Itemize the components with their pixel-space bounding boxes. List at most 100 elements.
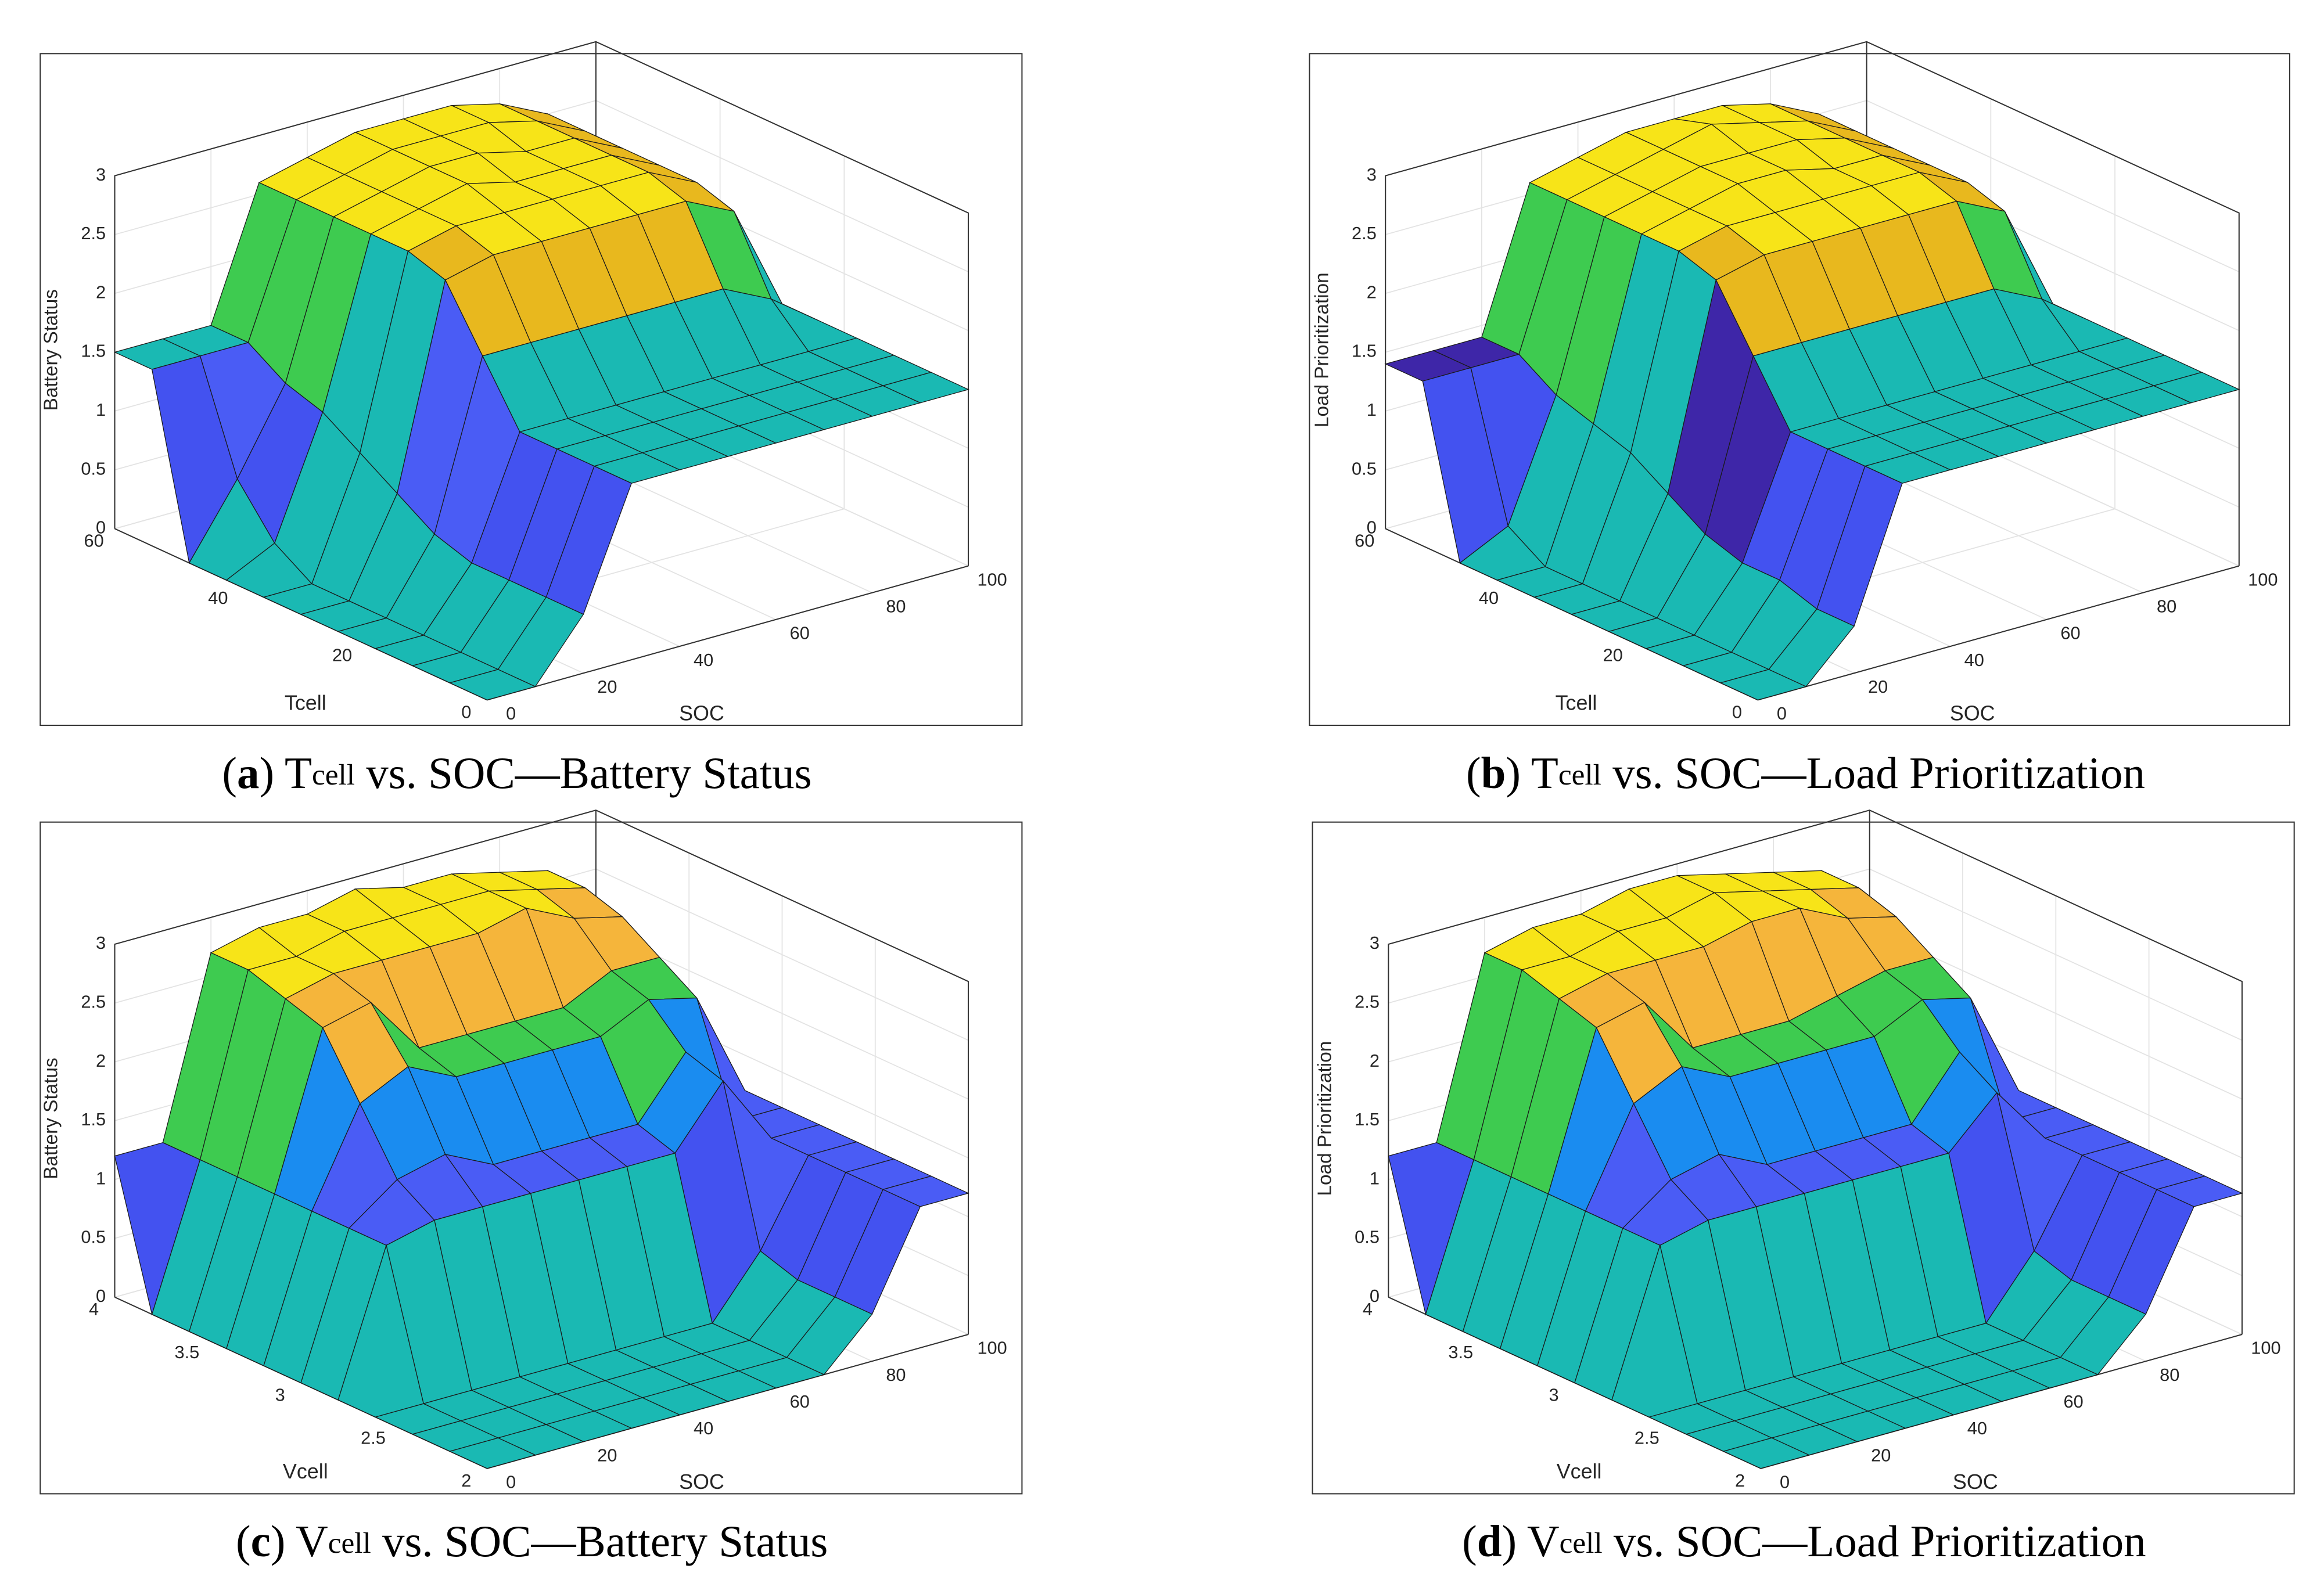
x-tick-label: 80 (886, 596, 906, 617)
x-tick-label: 40 (1964, 650, 1984, 670)
y-axis-label: Vcell (283, 1460, 328, 1483)
x-tick-label: 0 (506, 1472, 516, 1492)
caption-part: d (1477, 1516, 1502, 1566)
x-tick-label: 60 (2063, 1391, 2083, 1412)
caption-part: ( (1462, 1516, 1477, 1566)
caption-part: c (251, 1516, 271, 1566)
x-tick-label: 80 (2157, 596, 2176, 617)
z-tick-label: 1.5 (1355, 1109, 1380, 1129)
surface-face (1719, 669, 1808, 701)
z-tick-label: 0 (96, 1286, 106, 1306)
z-axis-label: Load Prioritization (1314, 1041, 1335, 1196)
y-tick-label: 4 (89, 1299, 99, 1319)
caption-part: b (1481, 747, 1506, 797)
caption: (b) Tcell vs. SOC—Load Prioritization (1466, 747, 2145, 797)
caption-part: vs. SOC—Battery Status (371, 1516, 828, 1566)
z-tick-label: 0 (1370, 1286, 1380, 1306)
y-tick-label: 4 (1363, 1299, 1373, 1319)
z-tick-label: 2 (1367, 282, 1377, 302)
z-axis-label: Battery Status (41, 289, 62, 411)
y-axis-label: Tcell (1556, 692, 1597, 715)
x-tick-label: 80 (2160, 1365, 2179, 1385)
caption-part: ) V (1502, 1516, 1560, 1566)
z-tick-label: 2 (1370, 1050, 1380, 1071)
caption-part: ) T (260, 747, 312, 797)
caption-part: ( (222, 747, 237, 797)
x-axis-label: SOC (1953, 1470, 1998, 1494)
x-axis-label: SOC (1950, 702, 1995, 725)
z-tick-label: 0.5 (1352, 458, 1377, 478)
y-axis-label: Tcell (285, 692, 326, 715)
z-tick-label: 1 (1367, 400, 1377, 420)
z-tick-label: 3 (96, 933, 106, 953)
y-tick-label: 2 (461, 1470, 471, 1491)
x-tick-label: 60 (790, 623, 810, 643)
x-tick-label: 20 (1871, 1445, 1891, 1465)
x-tick-label: 100 (2248, 569, 2278, 589)
y-tick-label: 3.5 (175, 1342, 200, 1362)
x-tick-label: 20 (597, 1445, 617, 1465)
z-tick-label: 1 (96, 400, 106, 420)
x-tick-label: 20 (597, 677, 617, 697)
z-tick-label: 3 (1370, 933, 1380, 953)
y-tick-label: 3.5 (1448, 1342, 1473, 1362)
y-tick-label: 2.5 (361, 1427, 386, 1448)
z-axis-label: Load Prioritization (1311, 272, 1332, 427)
surface-face (448, 669, 537, 701)
y-tick-label: 20 (1603, 645, 1623, 665)
x-tick-label: 0 (1777, 703, 1787, 724)
z-tick-label: 0.5 (1355, 1227, 1380, 1247)
caption: (c) Vcell vs. SOC—Battery Status (236, 1516, 828, 1566)
x-tick-label: 80 (886, 1365, 906, 1385)
x-tick-label: 100 (977, 1338, 1007, 1358)
caption-part: ( (236, 1516, 251, 1566)
caption: (d) Vcell vs. SOC—Load Prioritization (1462, 1516, 2146, 1566)
y-tick-label: 3 (1549, 1385, 1558, 1405)
z-tick-label: 2.5 (81, 991, 106, 1012)
z-tick-label: 1 (1370, 1168, 1380, 1188)
x-axis-label: SOC (679, 702, 724, 725)
y-tick-label: 2.5 (1635, 1427, 1660, 1448)
caption-part: vs. SOC—Load Prioritization (1601, 747, 2145, 797)
y-tick-label: 60 (1355, 531, 1374, 551)
x-tick-label: 60 (2060, 623, 2080, 643)
z-tick-label: 3 (1367, 164, 1377, 185)
y-tick-label: 40 (208, 588, 228, 608)
y-tick-label: 40 (1479, 588, 1499, 608)
caption: (a) Tcell vs. SOC—Battery Status (222, 747, 811, 797)
x-tick-label: 100 (977, 569, 1007, 589)
z-tick-label: 0 (1367, 517, 1377, 538)
x-tick-label: 20 (1868, 677, 1888, 697)
caption-part: vs. SOC—Load Prioritization (1603, 1516, 2146, 1566)
z-tick-label: 1.5 (1352, 341, 1377, 361)
y-tick-label: 60 (84, 531, 103, 551)
x-tick-label: 0 (506, 703, 516, 724)
caption-part: ( (1466, 747, 1481, 797)
x-axis-label: SOC (679, 1470, 724, 1494)
z-tick-label: 0 (96, 517, 106, 538)
caption-part: ) T (1506, 747, 1558, 797)
x-tick-label: 100 (2251, 1338, 2280, 1358)
z-tick-label: 2 (96, 1050, 106, 1071)
z-tick-label: 1.5 (81, 1109, 106, 1129)
y-tick-label: 20 (332, 645, 352, 665)
z-tick-label: 0.5 (81, 1227, 106, 1247)
surface-face (448, 1437, 537, 1469)
z-axis-label: Battery Status (41, 1057, 62, 1179)
y-axis-label: Vcell (1557, 1460, 1602, 1483)
caption-part: cell (312, 758, 355, 791)
x-tick-label: 0 (1780, 1472, 1790, 1492)
z-tick-label: 1 (96, 1168, 106, 1188)
caption-part: cell (328, 1527, 371, 1560)
x-tick-label: 40 (694, 1418, 713, 1438)
z-tick-label: 3 (96, 164, 106, 185)
y-tick-label: 3 (275, 1385, 285, 1405)
z-tick-label: 2 (96, 282, 106, 302)
y-tick-label: 0 (1732, 702, 1742, 722)
z-tick-label: 0.5 (81, 458, 106, 478)
caption-part: cell (1560, 1527, 1603, 1560)
z-tick-label: 2.5 (1352, 223, 1377, 243)
caption-part: ) V (271, 1516, 328, 1566)
x-tick-label: 60 (790, 1391, 810, 1412)
